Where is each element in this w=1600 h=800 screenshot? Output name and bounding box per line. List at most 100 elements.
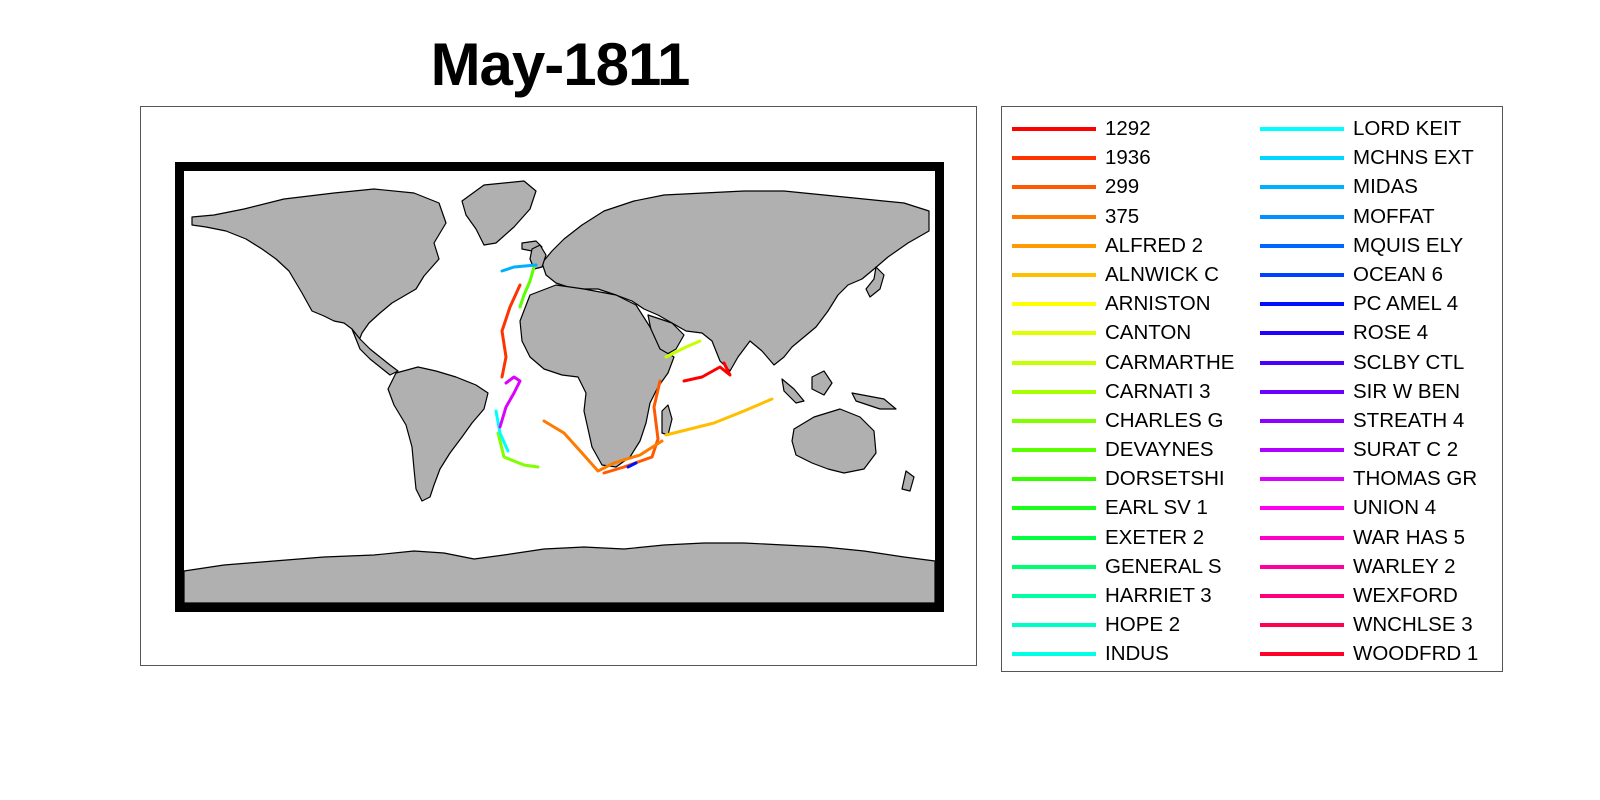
- legend-label: WAR HAS 5: [1353, 525, 1466, 549]
- track-1292: [682, 361, 732, 383]
- legend-item: 375: [1002, 203, 1252, 232]
- legend-label: 375: [1105, 204, 1140, 228]
- legend-item: ALNWICK C: [1002, 261, 1252, 290]
- legend-item: THOMAS GR: [1250, 465, 1500, 494]
- land-antarctica: [184, 542, 935, 603]
- track-thomas-gr: [498, 375, 522, 429]
- legend-item: HARRIET 3: [1002, 582, 1252, 611]
- legend-swatch: [1012, 360, 1096, 365]
- legend-label: PC AMEL 4: [1353, 292, 1459, 316]
- track-devaynes: [518, 265, 536, 309]
- legend-swatch: [1260, 360, 1344, 365]
- legend-item: STREATH 4: [1250, 407, 1500, 436]
- legend-item: LORD KEIT: [1250, 115, 1500, 144]
- legend-swatch: [1012, 185, 1096, 190]
- legend-label: STREATH 4: [1353, 408, 1465, 432]
- legend-label: LORD KEIT: [1353, 117, 1462, 140]
- map-panel: [140, 106, 977, 666]
- legend-swatch: [1260, 156, 1344, 161]
- legend-swatch: [1012, 418, 1096, 423]
- legend-label: 299: [1105, 175, 1140, 199]
- legend-swatch: [1260, 535, 1344, 540]
- legend-label: THOMAS GR: [1353, 467, 1478, 491]
- legend-swatch: [1260, 623, 1344, 628]
- track-1936: [500, 283, 522, 379]
- legend-label: MQUIS ELY: [1353, 233, 1464, 257]
- legend-label: SCLBY CTL: [1353, 350, 1465, 374]
- legend-label: EXETER 2: [1105, 525, 1205, 549]
- legend-swatch: [1012, 594, 1096, 598]
- legend-item: 1292: [1002, 115, 1252, 144]
- legend-item: MIDAS: [1250, 173, 1500, 202]
- land-south-america: [387, 366, 489, 502]
- land-madagascar: [661, 404, 673, 436]
- legend-label: 1936: [1105, 146, 1151, 170]
- land-north-america: [191, 188, 447, 344]
- legend-label: WOODFRD 1: [1353, 642, 1479, 666]
- land-borneo: [811, 370, 833, 396]
- legend-label: CARNATI 3: [1105, 379, 1211, 403]
- legend-item: GENERAL S: [1002, 553, 1252, 582]
- track-midas: [500, 263, 538, 273]
- legend-label: ALFRED 2: [1105, 233, 1203, 257]
- legend-label: WARLEY 2: [1353, 554, 1456, 578]
- legend-item: WARLEY 2: [1250, 553, 1500, 582]
- figure-title: May-1811: [430, 31, 691, 98]
- legend-label: INDUS: [1105, 642, 1169, 666]
- legend-item: EARL SV 1: [1002, 494, 1252, 523]
- legend-label: DEVAYNES: [1105, 438, 1214, 462]
- legend-swatch: [1260, 185, 1344, 190]
- legend-item: ALFRED 2: [1002, 232, 1252, 261]
- track-375: [542, 419, 664, 473]
- legend-item: ARNISTON: [1002, 290, 1252, 319]
- legend-swatch: [1012, 331, 1096, 336]
- legend-swatch: [1012, 535, 1096, 540]
- legend-swatch: [1012, 302, 1096, 307]
- legend-item: SCLBY CTL: [1250, 349, 1500, 378]
- legend-swatch: [1260, 272, 1344, 277]
- legend-swatch: [1012, 623, 1096, 628]
- legend-swatch: [1260, 564, 1344, 569]
- legend-swatch: [1012, 156, 1096, 161]
- legend-swatch: [1260, 477, 1344, 482]
- world-map: [184, 180, 935, 603]
- legend-item: PC AMEL 4: [1250, 290, 1500, 319]
- land-australia: [791, 408, 877, 474]
- track-alnwick-c: [664, 397, 774, 437]
- track-lord-keit: [494, 409, 510, 453]
- land-new-guinea: [851, 392, 897, 410]
- legend-swatch: [1260, 389, 1344, 394]
- legend-label: ALNWICK C: [1105, 262, 1219, 286]
- land-sumatra: [781, 378, 805, 404]
- legend-item: CARMARTHE: [1002, 349, 1252, 378]
- legend-label: CANTON: [1105, 321, 1192, 345]
- legend-item: WNCHLSE 3: [1250, 611, 1500, 640]
- legend-item: CARNATI 3: [1002, 378, 1252, 407]
- legend-swatch: [1260, 127, 1344, 131]
- legend-label: MCHNS EXT: [1353, 146, 1474, 170]
- legend-item: MCHNS EXT: [1250, 144, 1500, 173]
- legend-item: CHARLES G: [1002, 407, 1252, 436]
- legend-swatch: [1260, 594, 1344, 598]
- legend: 1292 1936 299 375 ALFRED 2 ALNWICK C ARNISTON C…: [1001, 106, 1503, 672]
- legend-label: MIDAS: [1353, 175, 1418, 199]
- legend-item: UNION 4: [1250, 494, 1500, 523]
- legend-swatch: [1012, 389, 1096, 394]
- legend-column-1: 1292 1936 299 375 ALFRED 2 ALNWICK C ARNISTON C…: [1002, 115, 1252, 670]
- legend-item: 299: [1002, 173, 1252, 202]
- legend-item: MQUIS ELY: [1250, 232, 1500, 261]
- legend-label: CARMARTHE: [1105, 350, 1235, 374]
- legend-swatch: [1260, 506, 1344, 511]
- legend-label: GENERAL S: [1105, 554, 1222, 578]
- legend-swatch: [1012, 564, 1096, 569]
- legend-label: HOPE 2: [1105, 613, 1181, 637]
- track-pc-amel-4: [626, 461, 638, 469]
- map-frame: [175, 162, 944, 612]
- track-charles-g: [496, 431, 540, 469]
- legend-item: ROSE 4: [1250, 319, 1500, 348]
- legend-label: MOFFAT: [1353, 204, 1435, 228]
- legend-item: SIR W BEN: [1250, 378, 1500, 407]
- legend-swatch: [1260, 243, 1344, 248]
- track-299: [602, 379, 662, 475]
- legend-item: SURAT C 2: [1250, 436, 1500, 465]
